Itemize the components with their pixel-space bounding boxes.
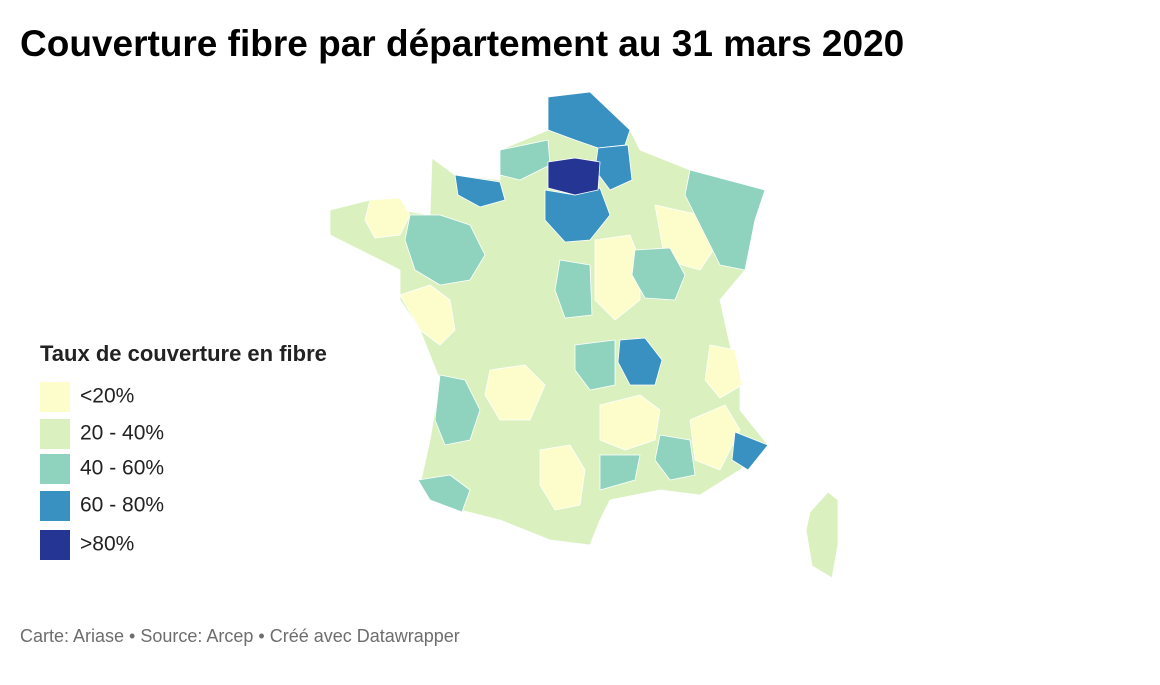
region	[574, 339, 616, 391]
legend-label: 60 - 80%	[80, 494, 164, 517]
region	[631, 247, 686, 301]
legend-swatch	[40, 491, 70, 521]
region	[499, 139, 551, 181]
legend-label: >80%	[80, 533, 134, 556]
region	[484, 364, 546, 421]
region	[689, 404, 741, 471]
region	[399, 284, 456, 346]
region	[434, 374, 481, 446]
legend-label: <20%	[80, 385, 134, 408]
region	[617, 337, 663, 386]
region	[684, 169, 766, 271]
legend-title: Taux de couverture en fibre	[40, 341, 327, 366]
legend-swatch	[40, 454, 70, 484]
region	[731, 431, 769, 471]
legend-label: 40 - 60%	[80, 457, 164, 480]
legend-swatch	[40, 530, 70, 560]
corsica	[805, 491, 839, 579]
region	[554, 259, 593, 319]
region	[404, 214, 486, 286]
footer: Carte: Ariase • Source: Arcep • Créé ave…	[20, 626, 460, 646]
region	[364, 197, 411, 239]
region	[539, 444, 586, 511]
region	[599, 394, 661, 451]
region	[454, 174, 506, 208]
legend-swatch	[40, 419, 70, 449]
region	[547, 157, 601, 196]
region	[594, 234, 641, 321]
region	[654, 434, 696, 481]
legend-swatch	[40, 382, 70, 412]
region	[704, 344, 743, 399]
legend: <20% 20 - 40% 40 - 60% 60 - 80% >80%	[40, 382, 164, 560]
france-map	[329, 91, 839, 579]
legend-label: 20 - 40%	[80, 422, 164, 445]
region	[417, 474, 471, 513]
region	[599, 454, 641, 491]
title: Couverture fibre par département au 31 m…	[20, 23, 904, 64]
